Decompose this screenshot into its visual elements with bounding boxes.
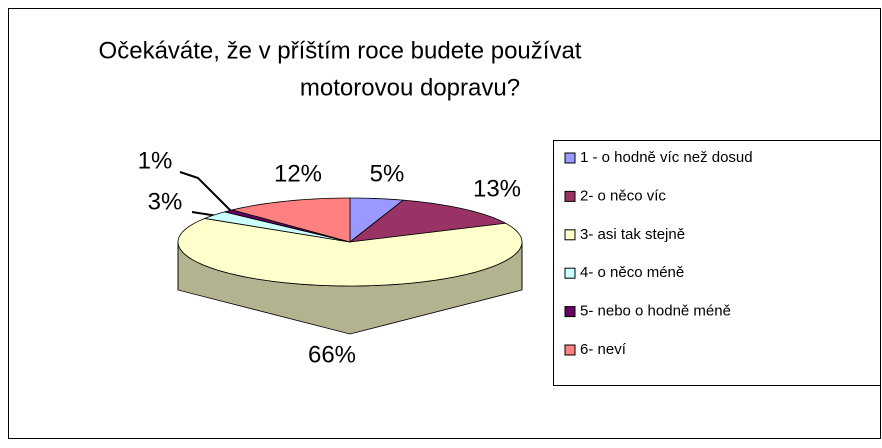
legend-label: 1 - o hodně víc než dosud — [580, 149, 753, 166]
legend-swatch — [564, 306, 576, 318]
legend-swatch — [564, 229, 576, 241]
legend-swatch — [564, 267, 576, 279]
legend-label: 6- neví — [580, 341, 627, 358]
legend-swatch — [564, 152, 576, 164]
legend-swatch — [564, 190, 576, 202]
pie-slice — [349, 197, 405, 243]
legend-label: 2- o něco víc — [580, 187, 666, 204]
chart-title: Očekáváte, že v příštím roce budete použ… — [99, 37, 582, 64]
data-label: 13% — [473, 175, 521, 202]
data-label: 66% — [308, 341, 356, 368]
data-label: 5% — [370, 160, 405, 187]
legend-label: 4- o něco méně — [580, 264, 684, 281]
pie-slice — [232, 197, 351, 243]
legend-label: 3- asi tak stejně — [580, 226, 685, 243]
legend-swatch — [564, 344, 576, 356]
data-label: 3% — [148, 188, 183, 215]
pie-slice — [203, 211, 351, 243]
legend-label: 5- nebo o hodně méně — [580, 303, 731, 320]
legend-box — [553, 140, 881, 386]
chart-title: motorovou dopravu? — [300, 74, 520, 101]
leader-line — [179, 171, 233, 213]
pie-slice — [177, 218, 523, 287]
pie-slice — [348, 199, 507, 243]
data-label: 12% — [274, 160, 322, 187]
data-label: 1% — [138, 147, 173, 174]
